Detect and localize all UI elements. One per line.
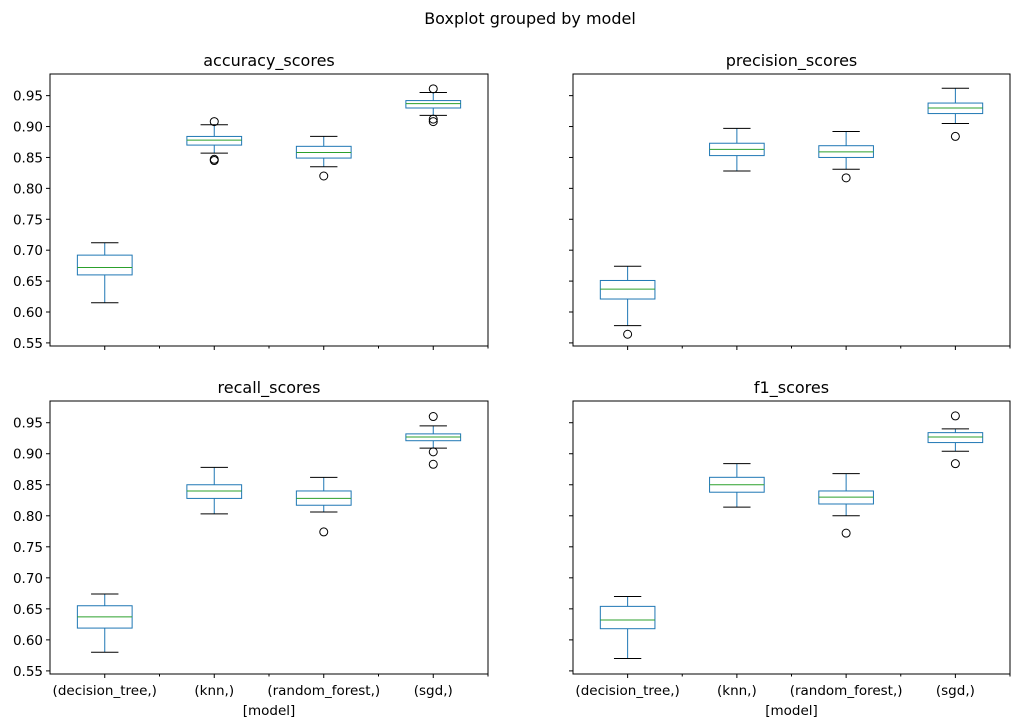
box-iqr — [927, 432, 984, 444]
y-tick-label: 0.80 — [13, 509, 43, 525]
box-knn — [186, 466, 243, 515]
flier-point — [428, 412, 438, 422]
axes-frame — [572, 400, 1011, 675]
flier-point — [950, 459, 960, 469]
y-tick-label: 0.60 — [13, 633, 43, 649]
box-iqr — [599, 605, 656, 630]
box-sgd — [405, 84, 462, 127]
y-tick-label: 0.90 — [13, 120, 43, 136]
flier-point — [623, 329, 633, 339]
box-iqr — [186, 135, 243, 146]
y-tick-label: 0.95 — [13, 89, 43, 105]
flier-point — [428, 114, 438, 124]
box-decision_tree — [76, 593, 133, 653]
box-iqr — [599, 279, 656, 300]
flier-point — [841, 173, 851, 183]
axes-frame — [49, 73, 489, 347]
box-iqr — [405, 100, 462, 109]
flier-point — [319, 527, 329, 537]
box-sgd — [927, 411, 984, 469]
x-tick-label: (knn,) — [717, 683, 757, 699]
box-decision_tree — [599, 595, 656, 659]
box-iqr — [76, 254, 133, 276]
box-random_forest — [295, 476, 352, 537]
panel-title: precision_scores — [726, 51, 858, 71]
x-tick-label: (knn,) — [194, 683, 234, 699]
panels: accuracy_scores 0.55 0.60 0.65 0.70 0.75 0.80 0… — [13, 51, 1011, 719]
box-knn — [186, 117, 243, 166]
panel-title: recall_scores — [218, 378, 321, 398]
axes-frame — [572, 73, 1011, 347]
box-knn — [709, 127, 765, 172]
box-sgd — [927, 87, 984, 141]
y-tick-label: 0.70 — [13, 571, 43, 587]
box-decision_tree — [599, 265, 656, 339]
flier-point — [950, 131, 960, 141]
box-sgd — [405, 412, 462, 469]
panel-title: f1_scores — [754, 378, 829, 398]
y-tick-label: 0.70 — [13, 243, 43, 259]
x-tick-label: (random_forest,) — [267, 683, 380, 699]
box-random_forest — [818, 130, 874, 183]
box-random_forest — [295, 135, 352, 181]
flier-point — [428, 84, 438, 94]
flier-point — [428, 117, 438, 127]
flier-point — [209, 156, 219, 166]
axes-frame — [49, 400, 489, 675]
x-axis-label: [model] — [765, 703, 818, 719]
box-knn — [709, 463, 765, 508]
y-tick-label: 0.55 — [13, 336, 43, 352]
y-tick-label: 0.65 — [13, 274, 43, 290]
x-tick-label: (decision_tree,) — [53, 683, 157, 699]
x-tick-label: (sgd,) — [414, 683, 453, 699]
panel-2: precision_scores — [569, 51, 1011, 350]
flier-point — [209, 117, 219, 127]
y-tick-label: 0.60 — [13, 305, 43, 321]
x-tick-label: (sgd,) — [936, 683, 975, 699]
panel-3: recall_scores 0.55 0.60 0.65 0.70 0.75 0.80 0.8… — [13, 378, 489, 719]
flier-point — [428, 447, 438, 457]
flier-point — [319, 171, 329, 181]
box-random_forest — [818, 473, 874, 538]
y-tick-label: 0.85 — [13, 150, 43, 166]
y-tick-label: 0.90 — [13, 447, 43, 463]
flier-point — [841, 528, 851, 538]
x-tick-label: (random_forest,) — [790, 683, 903, 699]
panel-1: accuracy_scores 0.55 0.60 0.65 0.70 0.75 0.80 0… — [13, 51, 489, 352]
y-tick-label: 0.95 — [13, 416, 43, 432]
flier-point — [950, 411, 960, 421]
box-iqr — [186, 484, 243, 499]
x-tick-label: (decision_tree,) — [575, 683, 679, 699]
figure-suptitle: Boxplot grouped by model — [424, 9, 636, 28]
x-axis-label: [model] — [243, 703, 296, 719]
y-tick-label: 0.65 — [13, 602, 43, 618]
y-tick-label: 0.85 — [13, 478, 43, 494]
y-tick-label: 0.55 — [13, 664, 43, 680]
y-tick-label: 0.75 — [13, 540, 43, 556]
panel-title: accuracy_scores — [203, 51, 335, 71]
y-tick-label: 0.80 — [13, 181, 43, 197]
flier-point — [428, 459, 438, 469]
y-tick-label: 0.75 — [13, 212, 43, 228]
panel-4: f1_scores (decision_tree,) (knn,) (random_f… — [569, 378, 1011, 719]
box-decision_tree — [76, 242, 133, 304]
